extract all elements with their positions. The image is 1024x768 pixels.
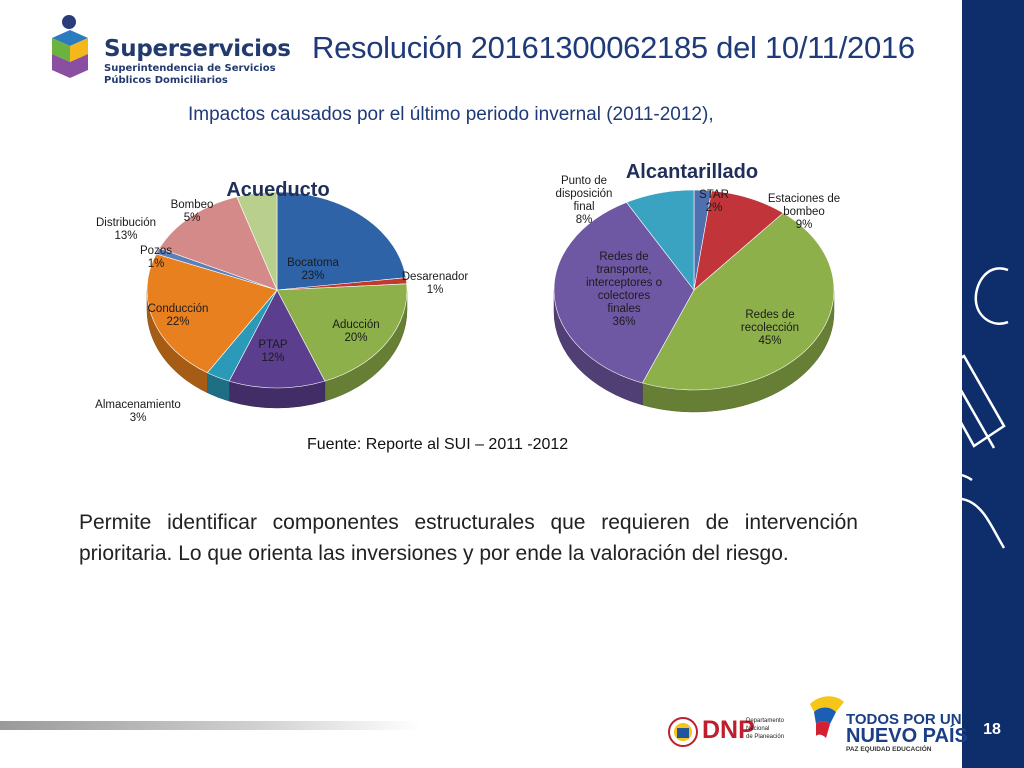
bottom-divider [0,721,420,730]
slogan-line2: NUEVO PAÍS [846,725,968,747]
slice-label-alcantarillado-redes-de-recoleccion: Redes de recolección 45% [741,309,799,347]
slice-value-label: 3% [130,412,147,424]
slice-value-label: 22% [166,316,189,328]
slice-label-acueducto-aduccion: Aducción 20% [332,319,379,344]
slice-label-line: Desarenador [402,271,469,283]
slice-label-acueducto-almacenamiento: Almacenamiento 3% [95,399,181,424]
slice-label-line: Redes de [745,309,794,321]
slice-label-line: Pozos [140,245,172,257]
slice-value-label: 45% [758,335,781,347]
slice-label-line: Almacenamiento [95,399,181,411]
slice-label-line: Punto de [561,175,607,187]
body-paragraph: Permite identificar componentes estructu… [79,511,858,565]
slice-label-line: transporte, [597,264,652,276]
pie-slice-acueducto-ptap [228,289,326,389]
slice-value-label: 1% [427,284,444,296]
brand-subtitle-line2: Públicos Domiciliarios [104,75,228,86]
slice-label-acueducto-bocatoma: Bocatoma 23% [287,257,339,282]
pie-slice-acueducto-bombeo [236,191,278,291]
pie-slice-acueducto-distribucion [158,196,278,291]
slice-label-acueducto-ptap: PTAP 12% [258,339,288,364]
chart-title-acueducto: Acueducto [226,179,329,201]
slice-label-line: Distribución [96,217,156,229]
slice-value-label: 1% [148,258,165,270]
slice-label-line: Aducción [332,319,379,331]
slice-value-label: 13% [114,230,137,242]
slice-label-line: Estaciones de [768,193,840,205]
slice-label-line: finales [607,303,640,315]
pie-slice-acueducto-aduccion [276,283,408,382]
slice-label-line: final [573,201,594,213]
superservicios-logo: Superservicios Superintendencia de Servi… [48,14,291,86]
slice-label-alcantarillado-estaciones-de-bombeo: Estaciones de bombeo 9% [768,193,840,231]
slice-label-line: recolección [741,322,799,334]
todos-por-un-nuevo-pais-icon [810,696,844,738]
slice-label-line: colectores [598,290,651,302]
pie-slice-alcantarillado-redes-de-transporte-interceptores-o-colectores-finales [553,202,695,384]
slice-label-line: STAR [699,189,729,201]
slice-value-label: 9% [796,219,813,231]
slide-title: Resolución 20161300062185 del 10/11/2016 [312,30,915,65]
slice-value-label: 20% [344,332,367,344]
brand-name: Superservicios [104,36,291,62]
slice-label-acueducto-distribucion: Distribución 13% [96,217,156,242]
slice-label-line: Conducción [148,303,209,315]
dnp-subtext-1: Departamento [746,718,785,724]
colombia-shield-icon [668,717,698,747]
pie-slice-alcantarillado-redes-de-recoleccion [642,212,835,391]
slice-label-acueducto-desarenador: Desarenador 1% [402,271,469,296]
slice-label-line: interceptores o [586,277,662,289]
brand-subtitle-line1: Superintendencia de Servicios [104,63,276,74]
slice-value-label: 2% [706,202,723,214]
superservicios-logo-mark [52,15,88,78]
slice-value-label: 36% [612,316,635,328]
slice-label-line: Bombeo [171,199,214,211]
pie-slice-acueducto-conduccion [146,253,278,374]
slice-label-alcantarillado-punto-de-disposicion-final: Punto de disposición final 8% [556,175,613,226]
slice-label-acueducto-conduccion: Conducción 22% [148,303,209,328]
page-number: 18 [983,721,1001,738]
slice-label-line: bombeo [783,206,825,218]
dnp-subtext-2: Nacional [746,726,770,732]
slice-label-alcantarillado-redes-de-transporte-interceptores-o-colectores-finales: Redes de transporte, interceptores o colect… [586,251,662,328]
slide-subtitle: Impactos causados por el último periodo … [188,104,714,125]
dnp-label: DNP [702,716,755,744]
slice-label-acueducto-bombeo: Bombeo 5% [171,199,214,224]
slice-label-line: PTAP [258,339,288,351]
slogan-line3: PAZ EQUIDAD EDUCACIÓN [846,746,932,753]
slogan-line1: TODOS POR UN [846,711,962,728]
chart-title-alcantarillado: Alcantarillado [626,161,758,183]
slice-label-acueducto-pozos: Pozos 1% [140,245,172,270]
slice-value-label: 23% [301,270,324,282]
slice-label-alcantarillado-star: STAR 2% [699,189,729,214]
slice-value-label: 12% [261,352,284,364]
right-decorative-band [962,0,1024,768]
slice-label-line: Redes de [599,251,648,263]
slice-value-label: 8% [576,214,593,226]
pie-slice-acueducto-bocatoma [276,191,407,291]
source-note: Fuente: Reporte al SUI – 2011 -2012 [307,436,569,453]
dnp-subtext-3: de Planeación [746,734,785,740]
decorative-line-art [922,267,1009,549]
pie-slice-alcantarillado-punto-de-disposicion-final [626,189,695,291]
pie-slice-alcantarillado-estaciones-de-bombeo [693,190,784,291]
slice-label-line: disposición [556,188,613,200]
slice-label-line: Bocatoma [287,257,339,269]
slice-value-label: 5% [184,212,201,224]
